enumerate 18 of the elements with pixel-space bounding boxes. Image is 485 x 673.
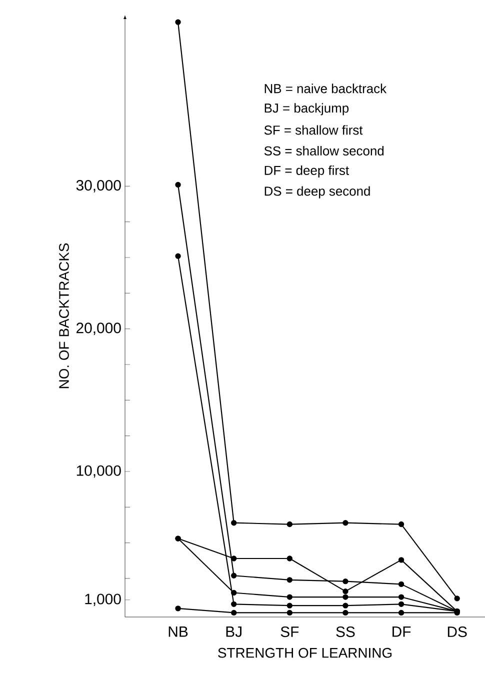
annotation: SF = shallow first — [264, 125, 363, 135]
x-tick-label: SF — [280, 626, 299, 638]
y-tick-label: 30,000 — [76, 180, 121, 192]
annotation: SS = shallow second — [264, 146, 384, 156]
annotation: NB = naive backtrack — [264, 84, 387, 94]
annotation: BJ = backjump — [264, 103, 349, 116]
y-axis-title: NO. OF BACKTRACKS — [59, 243, 69, 388]
x-tick-label: NB — [168, 626, 188, 637]
x-tick-label: BJ — [226, 626, 242, 637]
x-tick-label: SS — [336, 626, 355, 638]
y-tick-label: 10,000 — [76, 465, 121, 478]
x-tick-label: DS — [448, 626, 467, 638]
y-tick-label: 20,000 — [76, 322, 121, 336]
annotation: DF = deep first — [264, 165, 349, 178]
y-tick-label: 1,000 — [85, 594, 121, 606]
x-tick-label: DF — [392, 626, 411, 637]
annotation: DS = deep second — [264, 186, 370, 198]
x-axis-title: STRENGTH OF LEARNING — [218, 648, 392, 658]
